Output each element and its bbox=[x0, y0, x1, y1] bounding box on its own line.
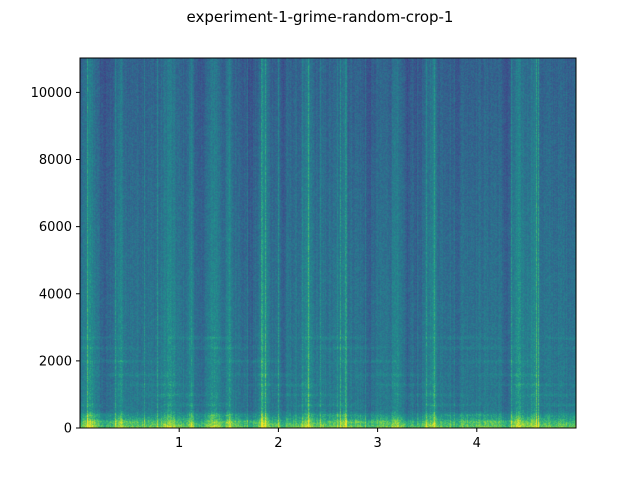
spectrogram-heatmap bbox=[80, 58, 576, 428]
y-axis: 0 2000 4000 6000 8000 10000 bbox=[31, 86, 80, 437]
x-tick-label: 2 bbox=[274, 436, 282, 451]
spectrogram-plot-area bbox=[80, 58, 576, 428]
y-tick-label: 2000 bbox=[39, 354, 72, 369]
axes-frame bbox=[79, 57, 577, 429]
x-tick-label: 1 bbox=[175, 436, 183, 451]
y-tick-label: 8000 bbox=[39, 153, 72, 168]
y-tick-label: 10000 bbox=[31, 86, 72, 101]
y-tick-label: 4000 bbox=[39, 287, 72, 302]
y-tick-label: 6000 bbox=[39, 220, 72, 235]
x-tick-label: 4 bbox=[473, 436, 481, 451]
chart-title: experiment-1-grime-random-crop-1 bbox=[187, 8, 454, 26]
x-axis: 1 2 3 4 bbox=[175, 428, 481, 451]
y-tick-label: 0 bbox=[64, 422, 72, 437]
x-tick-label: 3 bbox=[373, 436, 381, 451]
